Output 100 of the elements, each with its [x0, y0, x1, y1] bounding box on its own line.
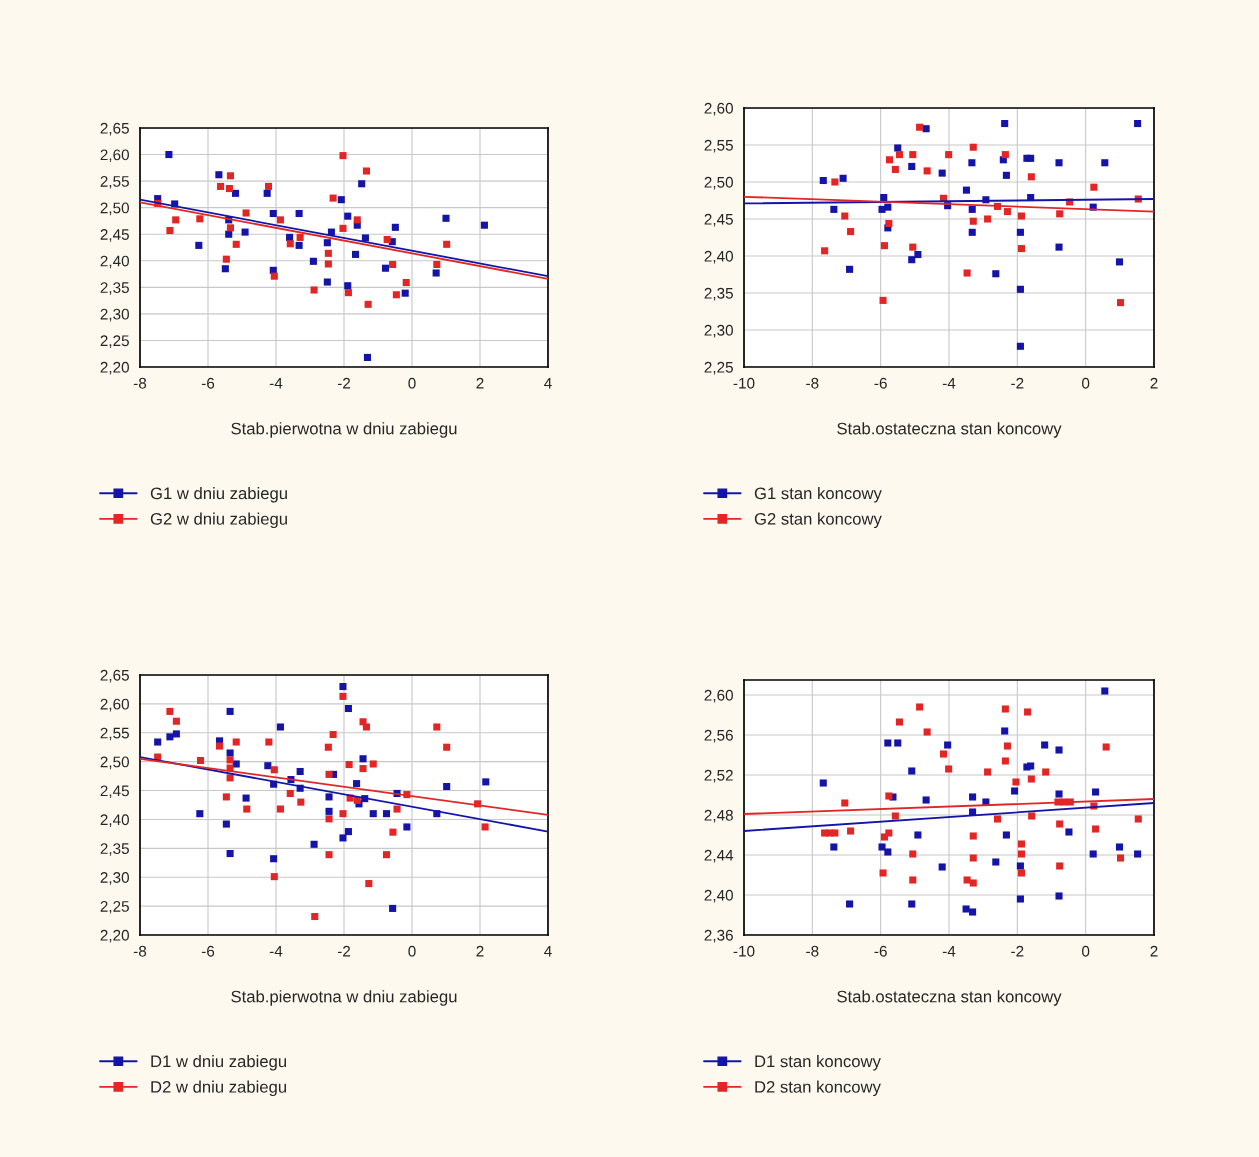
point: [270, 855, 278, 863]
point: [442, 214, 450, 222]
x-tick-label: 2: [476, 377, 484, 389]
point: [389, 828, 397, 836]
point: [1027, 775, 1035, 783]
y-tick-label: 2,56: [704, 729, 733, 743]
x-tick-label: -6: [201, 945, 215, 957]
point: [1016, 862, 1024, 870]
point: [884, 848, 892, 856]
point: [382, 851, 391, 859]
x-tick-label: -10: [733, 945, 755, 957]
point: [172, 717, 180, 725]
point: [276, 216, 284, 224]
point: [393, 805, 401, 813]
point: [879, 296, 887, 304]
point: [969, 143, 977, 151]
point: [154, 738, 162, 746]
point: [391, 223, 399, 231]
y-tick-label: 2,65: [100, 669, 129, 683]
point: [232, 240, 240, 248]
point: [819, 176, 827, 185]
point: [337, 196, 345, 204]
x-tick-label: -2: [337, 945, 351, 957]
point: [361, 234, 369, 242]
point: [243, 805, 251, 813]
point: [196, 810, 204, 818]
point: [286, 240, 294, 248]
point: [1056, 862, 1064, 870]
point: [329, 730, 337, 739]
point: [993, 815, 1002, 823]
point: [166, 733, 174, 741]
x-axis-title: Stab.ostateczna stan koncowy: [837, 422, 1062, 438]
point: [362, 167, 370, 175]
point: [323, 239, 331, 247]
y-tick-label: 2,36: [704, 929, 733, 943]
point: [1101, 159, 1109, 167]
point: [432, 269, 440, 277]
point: [402, 279, 410, 287]
point: [364, 300, 372, 308]
point: [879, 869, 887, 877]
y-tick-label: 2,25: [100, 335, 129, 348]
point: [297, 798, 305, 806]
point: [992, 270, 1000, 278]
point: [895, 151, 903, 159]
point: [226, 172, 234, 180]
point: [1016, 895, 1024, 903]
x-tick-label: -8: [133, 377, 147, 389]
point: [344, 212, 352, 220]
y-tick-label: 2,44: [704, 849, 734, 863]
point: [165, 151, 173, 159]
point: [968, 228, 976, 236]
point: [232, 189, 240, 197]
point: [325, 770, 333, 778]
point: [1001, 120, 1009, 128]
point: [269, 209, 277, 218]
x-tick-label: -4: [269, 945, 283, 957]
point: [226, 749, 234, 757]
point: [310, 840, 318, 848]
y-tick-label: 2,55: [704, 139, 733, 153]
y-tick-label: 2,35: [100, 843, 129, 856]
point: [1042, 768, 1050, 776]
point: [984, 768, 992, 776]
point: [891, 812, 899, 820]
point: [482, 778, 490, 786]
point: [969, 808, 977, 816]
point: [323, 278, 331, 286]
point: [945, 765, 953, 773]
point: [1055, 159, 1063, 167]
point: [226, 224, 234, 232]
point: [969, 908, 977, 916]
point: [172, 730, 180, 738]
point: [382, 810, 391, 818]
point: [226, 707, 234, 715]
point: [841, 212, 849, 220]
point: [1016, 228, 1024, 236]
y-tick-label: 2,52: [704, 769, 733, 783]
point: [908, 767, 916, 775]
x-tick-label: 4: [544, 945, 552, 957]
x-tick-label: -6: [201, 377, 215, 389]
point: [195, 241, 203, 249]
y-tick-label: 2,35: [100, 282, 129, 295]
point: [383, 235, 391, 244]
point: [1054, 798, 1062, 806]
point: [325, 807, 333, 815]
point: [1101, 687, 1109, 695]
point: [311, 912, 319, 921]
x-tick-label: -10: [733, 377, 755, 389]
point: [962, 186, 970, 194]
point: [1012, 778, 1020, 786]
point: [1002, 171, 1010, 179]
point: [831, 178, 839, 186]
x-tick-label: -6: [874, 377, 887, 389]
point: [358, 180, 366, 188]
x-axis-title: Stab.ostateczna stan koncowy: [837, 990, 1062, 1006]
point: [392, 291, 400, 299]
point: [969, 832, 977, 840]
point: [339, 152, 347, 160]
x-axis-title: Stab.pierwotna w dniu zabiegu: [231, 422, 457, 438]
point: [325, 793, 333, 801]
point: [968, 159, 976, 167]
